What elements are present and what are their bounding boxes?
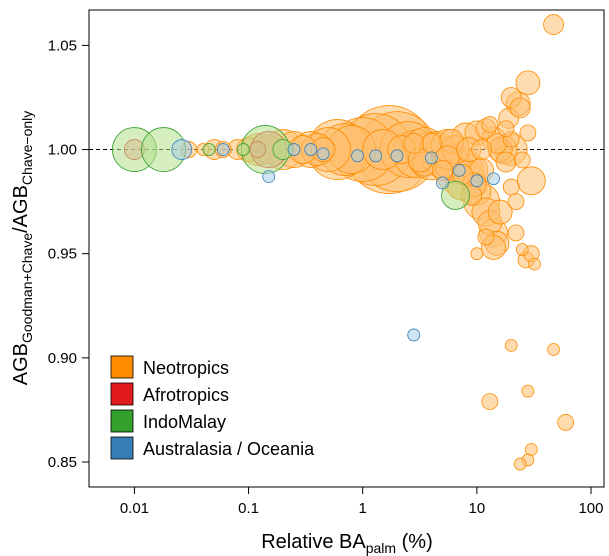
x-axis-label-suffix: (%) bbox=[396, 531, 433, 553]
data-points bbox=[112, 14, 575, 471]
x-tick-label: 10 bbox=[469, 500, 486, 517]
y-tick-label: 0.90 bbox=[48, 350, 77, 367]
data-point bbox=[216, 143, 230, 156]
data-point bbox=[481, 116, 499, 133]
data-point bbox=[171, 139, 193, 160]
data-point bbox=[202, 143, 216, 156]
data-point bbox=[390, 149, 404, 163]
series-neotropics bbox=[180, 14, 575, 471]
data-point bbox=[547, 343, 560, 356]
data-point bbox=[557, 414, 575, 431]
series-australasia-oceania bbox=[171, 139, 500, 342]
data-point bbox=[351, 149, 364, 163]
data-point bbox=[487, 199, 513, 225]
data-point bbox=[509, 97, 531, 119]
data-point bbox=[519, 124, 537, 142]
series-indomalay bbox=[112, 125, 470, 210]
data-point bbox=[516, 166, 546, 196]
x-axis-label-main: Relative BA bbox=[261, 531, 366, 553]
data-point bbox=[507, 224, 525, 242]
y-tick-label: 0.95 bbox=[48, 246, 77, 263]
y-axis-label-main: AGB bbox=[10, 343, 32, 385]
y-tick-label: 1.05 bbox=[48, 37, 77, 54]
y-axis-label: AGBGoodman+Chave/AGBChave−only bbox=[10, 111, 35, 386]
data-point bbox=[470, 174, 484, 188]
data-point bbox=[543, 14, 564, 35]
data-point bbox=[513, 457, 527, 471]
data-point bbox=[369, 149, 383, 163]
y-tick-label: 0.85 bbox=[48, 454, 77, 471]
x-tick-label: 100 bbox=[578, 500, 603, 517]
legend-swatch bbox=[110, 436, 134, 460]
data-point bbox=[452, 163, 466, 177]
data-point bbox=[304, 143, 318, 156]
data-point bbox=[521, 384, 535, 398]
data-point bbox=[287, 143, 301, 156]
x-axis-label: Relative BApalm (%) bbox=[261, 531, 433, 556]
data-point bbox=[487, 172, 500, 186]
y-axis-label-sub1: Goodman+Chave bbox=[19, 233, 35, 343]
data-point bbox=[262, 170, 276, 184]
x-tick-label: 0.1 bbox=[238, 500, 259, 517]
plot-frame bbox=[88, 9, 605, 488]
data-point bbox=[403, 132, 425, 154]
data-point bbox=[515, 243, 529, 256]
data-point bbox=[441, 180, 470, 210]
data-point bbox=[477, 228, 495, 246]
legend-label: Neotropics bbox=[143, 358, 229, 378]
data-point bbox=[513, 151, 531, 169]
legend-label: IndoMalay bbox=[143, 412, 226, 432]
data-point bbox=[407, 328, 421, 342]
x-tick-label: 0.01 bbox=[120, 500, 149, 517]
data-point bbox=[515, 70, 541, 96]
data-point bbox=[436, 176, 449, 190]
data-point bbox=[421, 132, 442, 154]
data-point bbox=[502, 178, 520, 196]
legend-swatch bbox=[110, 409, 134, 433]
y-axis-label-sub2: Chave−only bbox=[19, 111, 35, 185]
x-axis-label-sub: palm bbox=[366, 540, 396, 556]
data-point bbox=[425, 151, 438, 165]
data-point bbox=[316, 147, 330, 161]
data-point bbox=[481, 393, 499, 410]
legend-label: Afrotropics bbox=[143, 385, 229, 405]
legend-swatch bbox=[110, 355, 134, 379]
legend-swatch bbox=[110, 382, 134, 406]
data-point bbox=[471, 139, 492, 160]
x-tick-label: 1 bbox=[359, 500, 367, 517]
data-point bbox=[497, 120, 515, 138]
data-point bbox=[236, 143, 250, 156]
y-axis-label-sep: /AGB bbox=[10, 185, 32, 233]
legend-label: Australasia / Oceania bbox=[143, 439, 315, 459]
y-tick-label: 1.00 bbox=[48, 142, 77, 159]
data-point bbox=[504, 338, 518, 352]
data-point bbox=[528, 257, 541, 271]
data-point bbox=[470, 247, 484, 261]
y-axis: 0.85 0.90 0.95 1.00 1.05 bbox=[48, 37, 89, 471]
x-axis: 0.01 0.1 1 10 100 bbox=[120, 487, 604, 517]
legend: Neotropics Afrotropics IndoMalay Australasi… bbox=[110, 355, 315, 460]
data-point bbox=[495, 151, 517, 173]
data-point bbox=[507, 193, 525, 211]
